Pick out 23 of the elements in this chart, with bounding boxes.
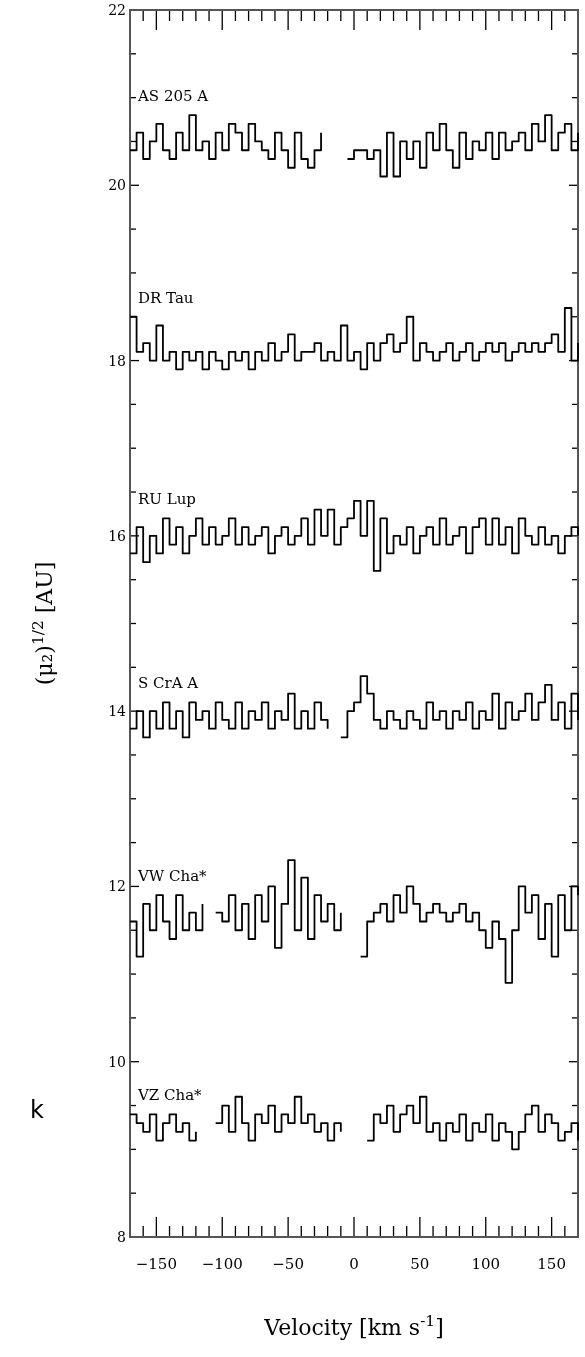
series-label: S CrA A <box>138 674 199 693</box>
y-tick-label: 18 <box>108 352 126 369</box>
y-tick-label: 14 <box>108 703 127 720</box>
series-label: AS 205 A <box>137 87 209 106</box>
text: k <box>30 1096 44 1124</box>
y-tick-label: 16 <box>108 527 127 544</box>
series-label: VZ Cha* <box>137 1086 203 1105</box>
x-tick-label: 100 <box>471 1255 501 1273</box>
series-label: VW Cha* <box>137 867 208 886</box>
y-tick-label: 12 <box>108 878 126 895</box>
x-axis-title: Velocity [km s$^{-1}$] <box>263 1312 444 1340</box>
series-label: RU Lup <box>138 490 196 509</box>
y-tick-label: 20 <box>108 177 126 194</box>
y-tick-label: 22 <box>108 2 126 18</box>
y-tick-label: 10 <box>108 1053 126 1070</box>
y-tick-label: 8 <box>117 1229 126 1245</box>
series-label: DR Tau <box>138 288 194 307</box>
x-tick-label: 150 <box>537 1255 566 1273</box>
x-tick-label: 0 <box>349 1255 359 1273</box>
x-tick-label: −100 <box>201 1255 243 1273</box>
x-tick-label: 50 <box>410 1255 430 1273</box>
x-tick-label: −50 <box>272 1255 304 1273</box>
x-tick-label: −150 <box>135 1255 177 1273</box>
